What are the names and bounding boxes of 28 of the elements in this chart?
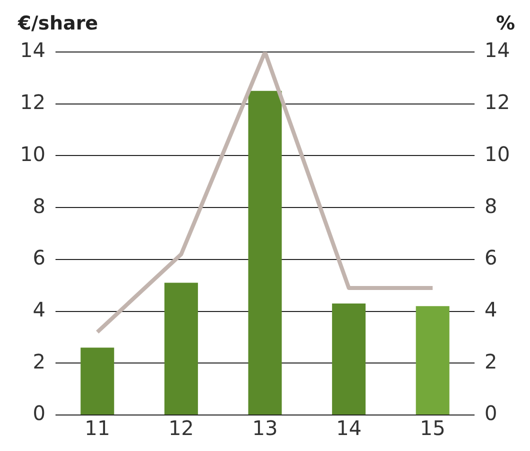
y-tick-label: 10 — [20, 142, 46, 166]
y2-tick-label: 2 — [484, 349, 498, 374]
y2-tick-label: 0 — [484, 401, 498, 426]
y2-tick-label: 6 — [484, 246, 498, 270]
bar — [248, 90, 282, 414]
y2-tick-label: 4 — [484, 297, 498, 322]
y-tick-label: 2 — [32, 349, 46, 374]
x-tick-label: 11 — [84, 416, 110, 440]
x-tick-label: 13 — [252, 416, 278, 440]
y-tick-label: 12 — [20, 90, 46, 114]
x-tick-label: 14 — [336, 416, 362, 440]
y2-tick-label: 10 — [484, 142, 510, 166]
bar — [416, 306, 450, 414]
y-axis-title: €/share — [17, 12, 98, 34]
y-tick-label: 8 — [32, 194, 46, 218]
y-tick-label: 4 — [32, 297, 46, 322]
bar — [80, 348, 114, 414]
y-tick-label: 0 — [32, 401, 46, 426]
y2-axis-title: % — [496, 12, 515, 34]
y2-tick-label: 8 — [484, 194, 498, 218]
y2-tick-label: 14 — [484, 38, 510, 62]
y2-tick-label: 12 — [484, 90, 510, 114]
x-tick-label: 15 — [420, 416, 446, 440]
x-tick-label: 12 — [168, 416, 194, 440]
bar — [332, 304, 366, 414]
y-tick-label: 14 — [20, 38, 46, 62]
y-tick-label: 6 — [32, 246, 46, 270]
bar — [164, 282, 198, 414]
